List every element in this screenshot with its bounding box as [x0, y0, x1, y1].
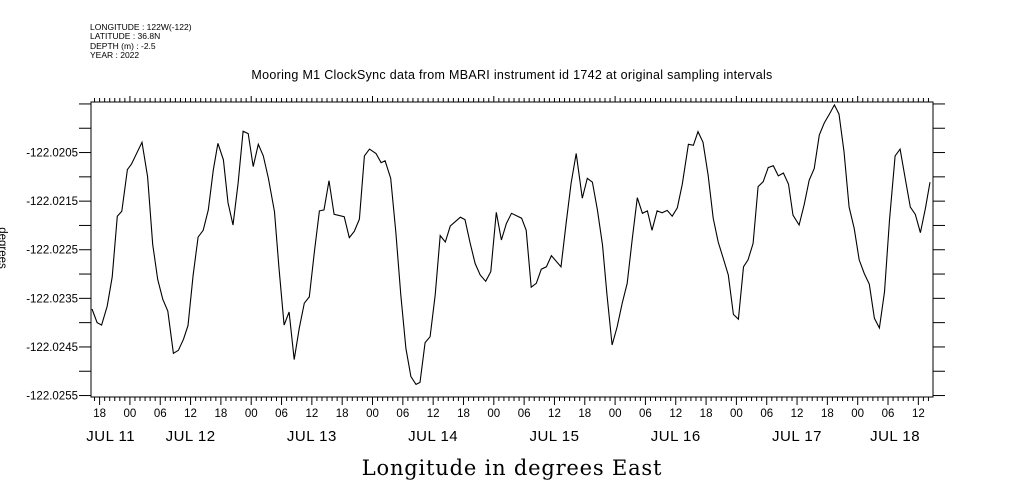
x-tick-label: 06 — [882, 408, 895, 420]
header-latitude: LATITUDE : 36.8N — [90, 31, 160, 41]
x-tick-label: 18 — [336, 408, 349, 420]
header-depth: DEPTH (m) : -2.5 — [90, 41, 156, 51]
x-tick-label: 12 — [427, 408, 440, 420]
data-points — [92, 104, 930, 385]
x-tick-label: 18 — [578, 408, 591, 420]
header-year: YEAR : 2022 — [90, 50, 139, 60]
x-tick-label: 06 — [396, 408, 409, 420]
x-tick-label: 06 — [639, 408, 652, 420]
series-line — [91, 103, 931, 386]
date-label: JUL 17 — [772, 428, 822, 445]
x-tick-label: 12 — [305, 408, 318, 420]
y-tick-label: -122.0235 — [26, 293, 78, 305]
x-tick-label: 18 — [821, 408, 834, 420]
x-tick-label: 18 — [214, 408, 227, 420]
x-tick-label: 00 — [609, 408, 622, 420]
x-tick-label: 12 — [669, 408, 682, 420]
x-tick-label: 12 — [548, 408, 561, 420]
x-tick-label: 18 — [457, 408, 470, 420]
x-tick-label: 18 — [93, 408, 106, 420]
y-tick-label: -122.0245 — [26, 342, 78, 354]
y-axis-title: degrees — [0, 227, 8, 269]
y-tick-label: -122.0255 — [26, 391, 78, 403]
x-tick-label: 12 — [791, 408, 804, 420]
date-label: JUL 12 — [166, 428, 216, 445]
chart-title: Mooring M1 ClockSync data from MBARI ins… — [251, 68, 772, 82]
date-label: JUL 14 — [408, 428, 458, 445]
x-tick-label: 00 — [851, 408, 864, 420]
x-tick-label: 00 — [124, 408, 137, 420]
header-longitude: LONGITUDE : 122W(-122) — [90, 22, 192, 32]
date-label: JUL 18 — [870, 428, 920, 445]
x-tick-label: 00 — [487, 408, 500, 420]
x-tick-label: 12 — [184, 408, 197, 420]
date-label: JUL 11 — [86, 428, 135, 445]
y-tick-label: -122.0225 — [26, 245, 78, 257]
date-label: JUL 15 — [529, 428, 579, 445]
date-label: JUL 16 — [651, 428, 701, 445]
x-tick-label: 18 — [700, 408, 713, 420]
x-tick-label: 06 — [154, 408, 167, 420]
x-tick-label: 06 — [518, 408, 531, 420]
date-labels: JUL 11 JUL 12 JUL 13 JUL 14 JUL 15 JUL 16 JUL … — [86, 428, 920, 445]
x-tick-label: 06 — [275, 408, 288, 420]
date-label: JUL 13 — [287, 428, 337, 445]
x-tick-labels: 18 00 06 12 18 00 06 12 18 00 06 12 18 00 06 12 18 00 06 12… — [93, 408, 925, 420]
x-tick-label: 12 — [912, 408, 925, 420]
x-tick-label: 06 — [760, 408, 773, 420]
y-tick-label: -122.0215 — [26, 196, 78, 208]
x-tick-label: 00 — [245, 408, 258, 420]
y-tick-label: -122.0205 — [26, 148, 78, 160]
x-axis-title: Longitude in degrees East — [362, 456, 662, 480]
x-tick-label: 00 — [366, 408, 379, 420]
y-tick-labels: -122.0205 -122.0215 -122.0225 -122.0235 -122… — [26, 148, 78, 403]
axis-ticks — [79, 96, 945, 405]
header-info: LONGITUDE : 122W(-122) LATITUDE : 36.8N … — [90, 22, 192, 60]
x-tick-label: 00 — [730, 408, 743, 420]
